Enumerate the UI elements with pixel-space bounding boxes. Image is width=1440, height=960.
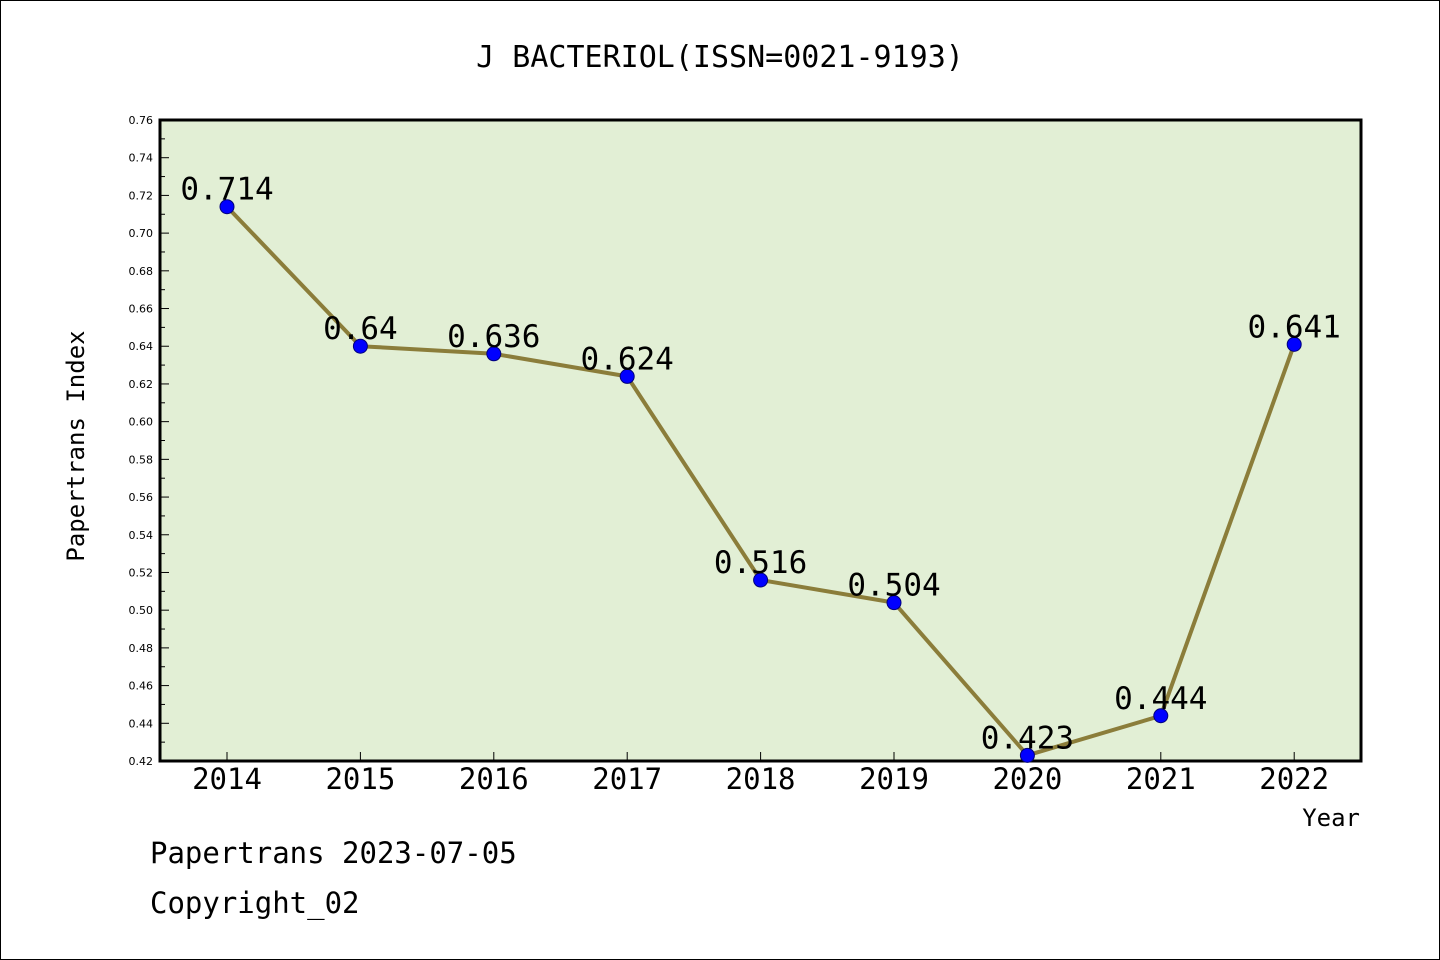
y-tick-label: 0.54 (129, 529, 154, 542)
data-point (886, 595, 902, 611)
y-tick-label: 0.60 (129, 416, 154, 429)
y-tick-label: 0.76 (129, 114, 154, 127)
data-label: 0.636 (447, 319, 540, 355)
x-axis: 2014 2015 2016 2017 2018 2019 2020 2021 2022 (192, 752, 1329, 796)
data-label: 0.444 (1114, 681, 1207, 717)
x-tick-label: 2017 (592, 762, 662, 796)
x-tick-label: 2015 (325, 762, 395, 796)
data-label: 0.64 (323, 311, 398, 347)
y-tick-label: 0.62 (129, 378, 154, 391)
series-markers (219, 199, 1302, 763)
y-tick-label: 0.50 (129, 604, 154, 617)
y-tick-label: 0.44 (129, 717, 154, 730)
y-tick-label: 0.68 (129, 265, 154, 278)
y-tick-label: 0.42 (129, 755, 154, 768)
chart-title: J BACTERIOL(ISSN=0021-9193) (476, 40, 964, 75)
y-tick-label: 0.72 (129, 189, 154, 202)
x-tick-label: 2018 (726, 762, 796, 796)
y-tick-label: 0.52 (129, 566, 154, 579)
data-label: 0.516 (714, 545, 807, 581)
y-axis: 0.42 0.44 0.46 0.48 0.50 0.52 0.54 0.56 0.58 0.60… (129, 114, 169, 768)
data-labels: 0.714 0.64 0.636 0.624 0.516 0.504 0.423 0.444 0… (180, 172, 1341, 757)
y-tick-label: 0.70 (129, 227, 154, 240)
data-point (219, 199, 235, 215)
y-tick-label: 0.74 (129, 152, 154, 165)
x-tick-label: 2019 (859, 762, 929, 796)
data-point (1019, 747, 1035, 763)
data-point (486, 346, 502, 362)
x-tick-label: 2021 (1126, 762, 1196, 796)
y-tick-label: 0.46 (129, 680, 154, 693)
data-label: 0.714 (180, 172, 273, 208)
y-tick-label: 0.66 (129, 303, 154, 316)
data-point (1153, 708, 1169, 724)
x-tick-label: 2016 (459, 762, 529, 796)
plot-area (158, 118, 1363, 763)
data-label: 0.423 (981, 720, 1074, 756)
y-tick-label: 0.58 (129, 453, 154, 466)
x-axis-label: Year (1302, 804, 1360, 832)
x-tick-label: 2020 (992, 762, 1062, 796)
data-label: 0.504 (847, 568, 940, 604)
x-tick-label: 2014 (192, 762, 262, 796)
y-tick-label: 0.56 (129, 491, 154, 504)
y-axis-label: Papertrans Index (62, 330, 90, 561)
data-point (619, 368, 635, 384)
data-point (753, 572, 769, 588)
footer-copyright: Copyright_02 (150, 886, 360, 920)
data-point (1286, 336, 1302, 352)
footer-date: Papertrans 2023-07-05 (150, 836, 517, 870)
data-point (352, 338, 368, 354)
data-label: 0.641 (1248, 309, 1341, 345)
x-tick-label: 2022 (1259, 762, 1329, 796)
data-label: 0.624 (581, 341, 674, 377)
y-tick-label: 0.64 (129, 340, 154, 353)
y-tick-label: 0.48 (129, 642, 154, 655)
